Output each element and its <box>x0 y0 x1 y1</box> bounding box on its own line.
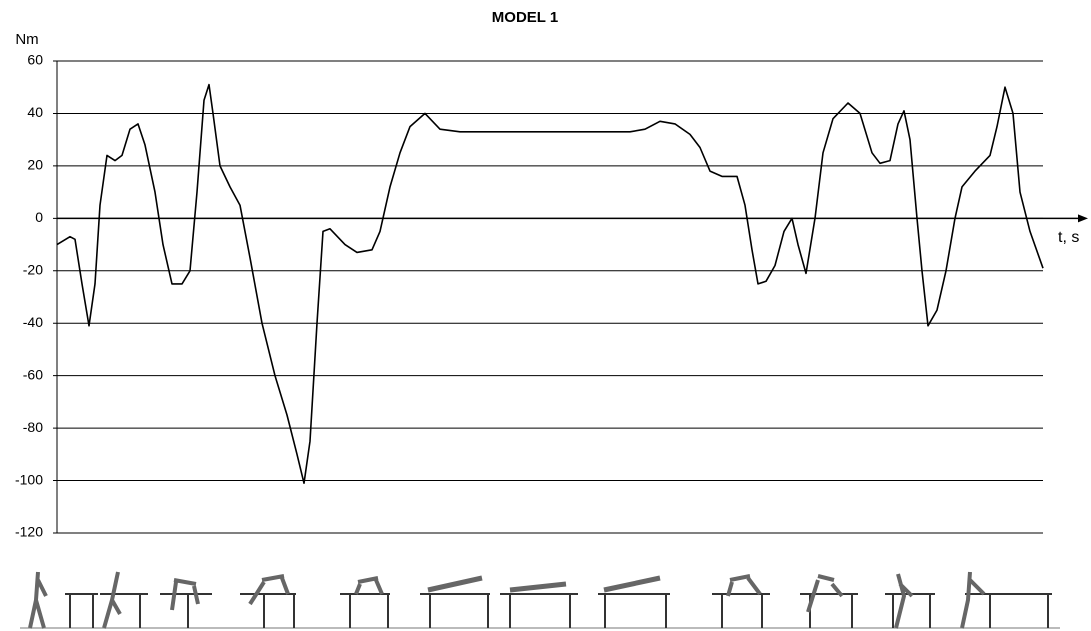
y-tick-label: -100 <box>15 471 43 487</box>
x-axis-arrow <box>1078 214 1088 223</box>
y-tick-label: -20 <box>23 261 43 277</box>
y-tick-label: 0 <box>35 209 43 225</box>
illustrations <box>20 571 1060 629</box>
x-axis-label: t, s <box>1058 229 1079 246</box>
y-axis-label: Nm <box>15 31 38 48</box>
chart-title: MODEL 1 <box>492 9 558 26</box>
line <box>56 83 1044 484</box>
y-tick-label: -60 <box>23 366 43 382</box>
y-tick-label: 40 <box>27 104 43 120</box>
y-tick-label: 20 <box>27 157 43 173</box>
y-tick-label: -40 <box>23 314 43 330</box>
y-tick-label: -120 <box>15 524 43 540</box>
y-tick-label: -80 <box>23 419 43 435</box>
y-tick-label: 60 <box>27 52 43 68</box>
